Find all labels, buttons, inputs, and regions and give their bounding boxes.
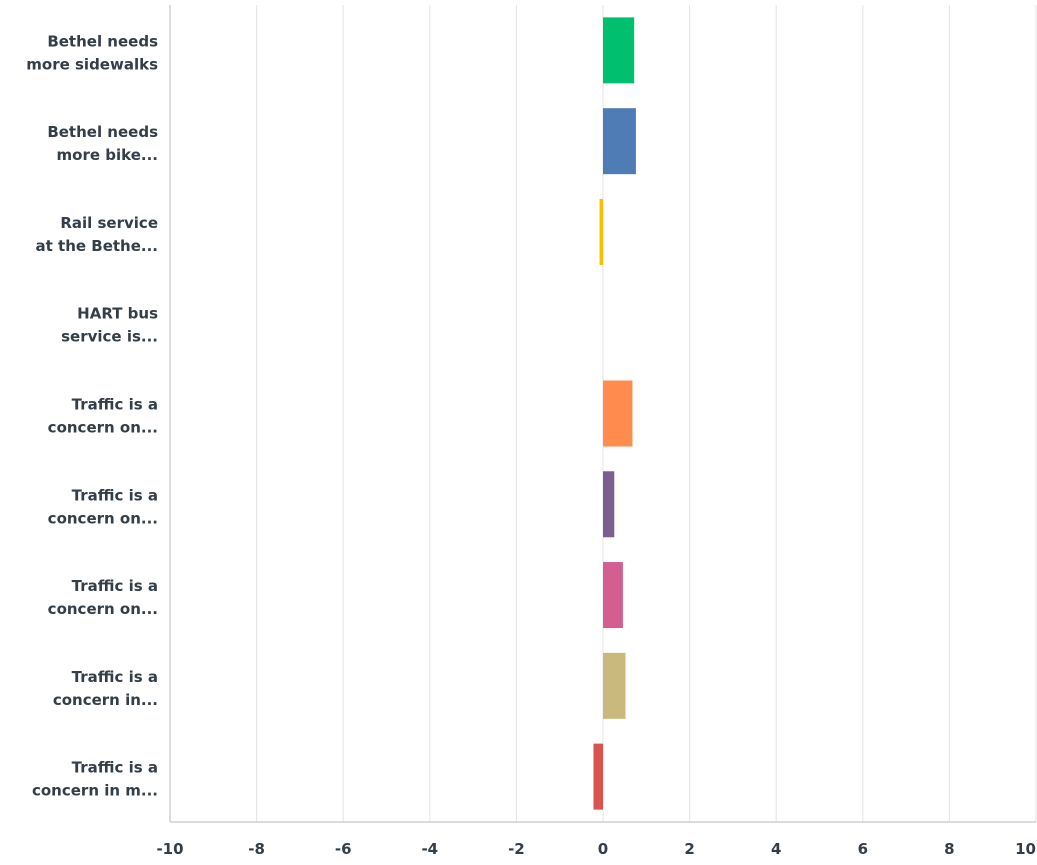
category-label-1: Bethel needs more bike... <box>47 123 158 164</box>
category-label-line: at the Bethe... <box>36 237 158 255</box>
x-tick-label-5: 0 <box>598 840 608 858</box>
category-label-line: Bethel needs <box>47 123 158 141</box>
category-label-4: Traffic is a concern on... <box>48 396 158 437</box>
category-label-line: Bethel needs <box>47 32 158 50</box>
bar-5 <box>603 471 615 538</box>
category-label-2: Rail service at the Bethe... <box>36 214 158 255</box>
x-tick-label-1: -8 <box>248 840 265 858</box>
category-label-line: Traffic is a <box>72 396 158 414</box>
category-label-line: concern in... <box>53 691 158 709</box>
bar-7 <box>603 652 626 719</box>
category-label-line: concern in m... <box>32 782 158 800</box>
category-label-line: concern on... <box>48 419 158 437</box>
category-label-line: Traffic is a <box>72 668 158 686</box>
category-label-line: more sidewalks <box>26 55 158 73</box>
bar-4 <box>603 380 633 447</box>
category-label-line: Rail service <box>60 214 158 232</box>
bar-6 <box>603 562 623 629</box>
category-label-line: HART bus <box>77 305 158 323</box>
x-tick-label-8: 6 <box>858 840 868 858</box>
x-tick-label-7: 4 <box>771 840 781 858</box>
category-label-5: Traffic is a concern on... <box>48 486 158 527</box>
category-label-7: Traffic is a concern in... <box>53 668 158 709</box>
x-tick-label-4: -2 <box>508 840 525 858</box>
category-label-8: Traffic is a concern in m... <box>32 759 158 800</box>
x-tick-label-3: -4 <box>421 840 438 858</box>
category-label-6: Traffic is a concern on... <box>48 577 158 618</box>
category-label-line: Traffic is a <box>72 759 158 777</box>
category-label-0: Bethel needs more sidewalks <box>26 32 158 73</box>
x-tick-label-9: 8 <box>944 840 954 858</box>
x-tick-label-0: -10 <box>156 840 183 858</box>
x-tick-label-6: 2 <box>684 840 694 858</box>
bar-8 <box>593 743 603 810</box>
category-label-line: concern on... <box>48 600 158 618</box>
category-label-3: HART bus service is... <box>61 305 158 346</box>
x-tick-label-2: -6 <box>335 840 352 858</box>
x-tick-label-10: 10 <box>1015 840 1036 858</box>
bar-1 <box>603 108 636 175</box>
category-label-line: concern on... <box>48 509 158 527</box>
category-label-line: Traffic is a <box>72 486 158 504</box>
category-label-line: Traffic is a <box>72 577 158 595</box>
category-label-line: service is... <box>61 328 158 346</box>
bar-2 <box>599 198 603 265</box>
category-label-line: more bike... <box>57 146 158 164</box>
bar-0 <box>603 17 635 84</box>
